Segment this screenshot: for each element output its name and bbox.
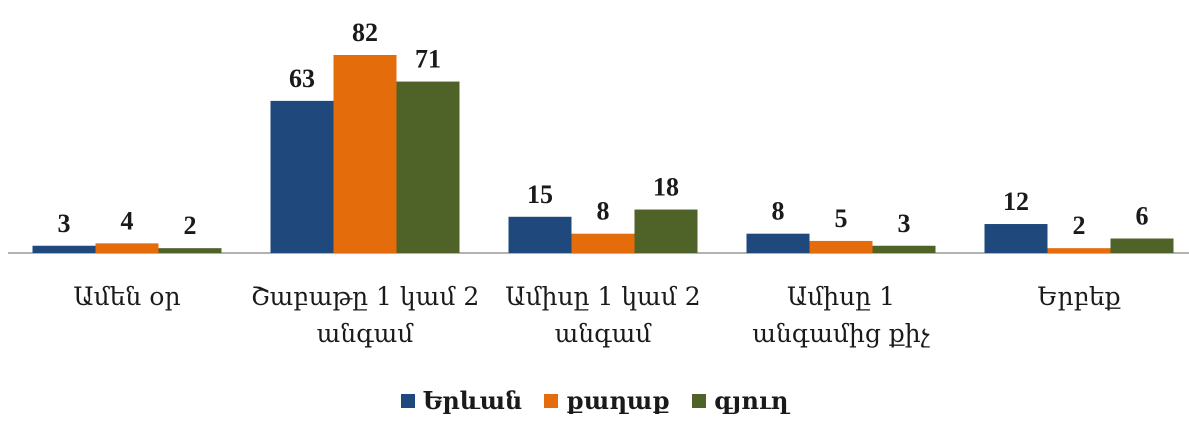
value-label: 12 (1003, 187, 1029, 216)
value-label: 8 (597, 197, 610, 226)
bar (32, 245, 96, 253)
value-label: 3 (898, 209, 911, 238)
value-label: 2 (1073, 211, 1086, 240)
bar (95, 243, 159, 253)
value-label: 18 (653, 173, 679, 202)
bar (984, 224, 1048, 253)
bar (571, 233, 635, 253)
x-tick-label: Ամիսը 1 կամ 2 անգամ (505, 282, 701, 348)
legend-item: քաղաք (544, 386, 670, 415)
bar (872, 245, 936, 253)
value-label: 3 (58, 209, 71, 238)
bar (508, 216, 572, 253)
bar (634, 209, 698, 253)
bar (1110, 238, 1174, 253)
value-label: 82 (352, 18, 378, 47)
bar (333, 55, 397, 253)
bar (746, 233, 810, 253)
value-label: 63 (289, 64, 315, 93)
legend-swatch (691, 393, 706, 408)
legend-swatch (544, 393, 559, 408)
legend-label: քաղաք (566, 386, 670, 415)
value-label: 15 (527, 180, 553, 209)
value-label: 8 (772, 197, 785, 226)
bar (158, 248, 222, 253)
x-tick-label: Ամիսը 1 անգամից քիչ (752, 282, 930, 348)
legend-label: գյուղ (713, 386, 789, 415)
legend-item: գյուղ (691, 386, 789, 415)
x-tick-label: Շաբաթը 1 կամ 2 անգամ (250, 282, 480, 348)
x-tick-label: Ամեն օր (73, 282, 181, 311)
value-label: 71 (415, 45, 441, 74)
value-label: 6 (1136, 202, 1149, 231)
bar (270, 100, 334, 253)
bar (1047, 248, 1111, 253)
bar (809, 240, 873, 253)
value-label: 5 (835, 204, 848, 233)
value-label: 4 (121, 206, 134, 235)
bar (396, 81, 460, 253)
x-tick-label: Երբեք (1037, 282, 1121, 311)
legend-swatch (400, 393, 415, 408)
legend-item: Երևան (400, 386, 523, 415)
value-label: 2 (184, 211, 197, 240)
legend: Երևան քաղաք գյուղ (0, 386, 1189, 415)
legend-label: Երևան (422, 386, 523, 415)
